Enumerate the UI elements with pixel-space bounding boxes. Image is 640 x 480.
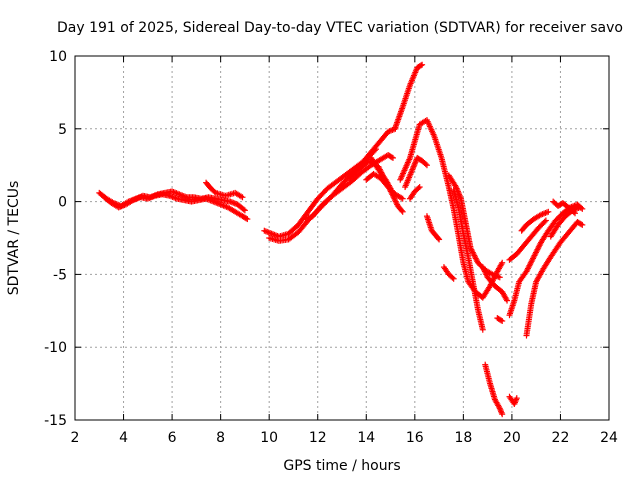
data-point [435,235,442,242]
data-point [504,297,511,304]
x-tick-labels: 2 4 6 8 10 12 14 16 18 20 22 24 [71,430,618,446]
data-point [398,207,405,214]
y-tick-label: -15 [44,413,67,429]
data-point [542,217,549,224]
data-point [499,317,506,324]
data-point [240,206,247,213]
data-point [572,210,579,217]
x-tick-label: 10 [260,430,278,446]
data-marks [96,61,586,418]
data-point [496,274,503,281]
y-tick-label: -5 [53,267,67,283]
data-point [422,161,429,168]
x-tick-label: 8 [216,430,225,446]
chart-title: Day 191 of 2025, Sidereal Day-to-day VTE… [57,20,623,36]
x-tick-label: 4 [119,430,128,446]
data-point [419,61,426,68]
y-tick-label: -10 [44,340,67,356]
y-tick-label: 0 [58,195,67,211]
x-tick-label: 6 [168,430,177,446]
x-tick-label: 18 [454,430,472,446]
data-point [499,411,506,418]
data-point [399,195,406,202]
y-tick-label: 10 [49,49,67,65]
data-point [243,215,250,222]
data-point [241,207,248,214]
data-point [513,395,520,402]
data-point [415,185,422,192]
x-axis-label: GPS time / hours [283,458,400,474]
y-tick-label: 5 [58,122,67,138]
data-point [545,208,552,215]
x-tick-label: 24 [600,430,618,446]
data-point [541,218,548,225]
x-tick-label: 16 [406,430,424,446]
y-tick-labels: -15 -10 -5 0 5 10 [44,49,67,429]
data-point [389,154,396,161]
data-point [416,184,423,191]
data-point [436,236,443,243]
data-point [497,317,504,324]
x-tick-label: 12 [309,430,327,446]
axis-ticks [74,55,610,421]
x-tick-label: 20 [503,430,521,446]
data-point [578,221,585,228]
data-point [499,259,506,266]
y-axis-label: SDTVAR / TECUs [6,181,22,296]
data-point [450,275,457,282]
data-point [399,208,406,215]
data-point [388,154,395,161]
x-tick-label: 22 [552,430,570,446]
plot-frame [74,55,610,421]
data-point [423,162,430,169]
data-point [387,185,394,192]
data-point [244,216,251,223]
x-tick-label: 14 [357,430,375,446]
data-point [570,209,577,216]
data-point [579,221,586,228]
data-point [449,274,456,281]
data-point [576,204,583,211]
data-point [417,62,424,69]
data-point [479,326,486,333]
x-tick-label: 2 [71,430,80,446]
data-point [239,194,246,201]
